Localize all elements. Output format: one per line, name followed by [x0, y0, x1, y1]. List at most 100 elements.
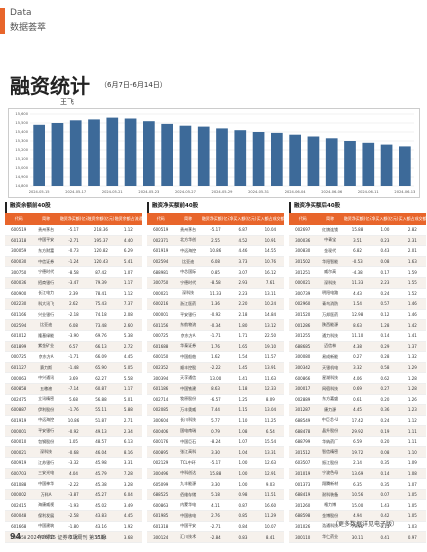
cell: 51.87 [95, 417, 107, 423]
cell: 12.33 [264, 386, 277, 392]
cell: 浩通科技 [322, 523, 339, 529]
cell: 1.08 [407, 470, 417, 476]
cell: 62.27 [95, 375, 107, 381]
bar [124, 118, 137, 186]
cell: 601919 [11, 417, 27, 423]
cell: 002085 [153, 407, 169, 413]
cell: 9.03 [265, 481, 275, 487]
table-row: 002594 比亚迪 6.08 3.73 10.76 [147, 256, 284, 268]
y-tick-label: 15,000 [15, 166, 28, 170]
section-name: 数据荟萃 [10, 23, 47, 33]
cell: -1.24 [68, 259, 79, 265]
cell: 长川科技 [180, 417, 197, 423]
cell: -5.17 [210, 227, 221, 233]
table-row: 688598 金博股份 4.94 0.42 1.05 [289, 511, 426, 522]
cell: 8.16 [123, 449, 133, 455]
cell: 12.98 [351, 312, 364, 318]
x-tick-label: 2024-06-04 [285, 190, 307, 194]
cell: 6.13 [123, 439, 133, 445]
cell: 75.43 [95, 301, 107, 307]
cell: 1.37 [407, 343, 417, 349]
cell: 601899 [11, 343, 27, 349]
cell: 1.26 [407, 396, 417, 402]
table-row: 002371 北方华创 2.55 4.52 10.91 [147, 235, 284, 247]
cell: 5.68 [69, 396, 78, 402]
cell: 2.62 [69, 301, 78, 307]
table-row: 000725 京东方A -1.71 1.71 22.50 [147, 331, 284, 342]
table-row: 600703 三安光电 4.04 45.79 7.28 [5, 468, 142, 480]
table-row: 301287 康力源 4.45 0.36 1.23 [289, 405, 426, 416]
cell: 兴业银行 [38, 311, 55, 317]
cell: 0.87 [238, 502, 248, 508]
cell: 7.28 [123, 470, 133, 476]
bar [143, 121, 155, 186]
article-title: 融资统计 [10, 74, 90, 98]
cell: 0.61 [353, 396, 362, 402]
cell: 3.73 [238, 259, 248, 265]
cell: 1.07 [407, 481, 417, 487]
cell: 2.76 [211, 513, 220, 519]
cell: 1.59 [407, 269, 417, 275]
cell: 0.14 [380, 333, 390, 339]
cell: 300394 [153, 375, 169, 381]
cell: 1.05 [407, 492, 417, 498]
table-row: 000725 京东方A -1.71 66.09 4.45 [5, 352, 142, 363]
table-row: 002415 海康威视 -1.93 45.02 3.49 [5, 500, 142, 512]
cell: 佰维存储 [180, 491, 197, 497]
cell: 0.79 [211, 428, 220, 434]
cell: 明阳电路 [322, 290, 339, 296]
cell: 001373 [295, 481, 311, 487]
table-row: 301260 格力博 15.00 1.43 1.05 [289, 500, 426, 512]
cell: 15.00 [351, 502, 364, 508]
cell: -0.92 [210, 312, 221, 318]
cell: -0.34 [210, 322, 221, 328]
cell: 天银机电 [322, 364, 339, 370]
cell: 2.01 [407, 248, 417, 254]
cell: 15.88 [351, 227, 364, 233]
cell: 1.00 [380, 227, 390, 233]
cell: 0.43 [380, 248, 390, 254]
cell: 保利发展 [38, 512, 55, 518]
cell: 深科技 [324, 279, 337, 285]
cell: 1.55 [407, 280, 417, 286]
cell: 1.63 [407, 259, 417, 265]
table-row: 002475 立讯精密 5.68 56.88 5.01 [5, 395, 142, 406]
table-row: 600858 五粮液 -7.14 60.87 1.17 [5, 383, 142, 395]
table-row: 688549 中巨芯-U 17.42 0.24 1.12 [289, 416, 426, 427]
cell: 2.60 [123, 322, 133, 328]
cell: 万邦医药 [322, 311, 339, 317]
cell: 002960 [295, 301, 311, 307]
cell: 0.17 [380, 269, 390, 275]
cell: 3.69 [69, 375, 78, 381]
table-row: 600895 张江高科 3.30 1.04 13.31 [147, 447, 284, 459]
cell: 601156 [153, 322, 169, 328]
cell: 300342 [295, 365, 311, 371]
cell: 601012 [11, 333, 27, 339]
cell: -3.87 [68, 492, 79, 498]
header-cell: 代码 [298, 216, 307, 221]
table-row: 301251 威尔高 -4.38 0.17 1.59 [289, 267, 426, 278]
cell: 东方通信 [38, 534, 55, 540]
table-row: 300604 长川科技 5.77 1.10 11.25 [147, 416, 284, 427]
cell: 688685 [295, 343, 311, 349]
cell: 长江电力 [38, 290, 55, 296]
cell: 1.52 [407, 290, 417, 296]
table-row: 600048 保利发展 -2.58 43.83 4.45 [5, 511, 142, 522]
cell: 600519 [153, 227, 169, 233]
cell: 0.12 [380, 312, 390, 318]
cell: 16.12 [264, 269, 277, 275]
section-tag: Data [10, 8, 32, 18]
table-row: 601919 中远海控 10.86 51.87 2.71 [5, 416, 142, 427]
cell: 6.29 [123, 248, 133, 254]
cell: 002475 [11, 396, 27, 402]
cell: 中科创达 [180, 470, 197, 476]
cell: 45.27 [95, 492, 107, 498]
bar [325, 138, 338, 186]
cell: 5.01 [123, 396, 133, 402]
table-row: 300017 网宿科技 0.69 0.27 1.28 [289, 383, 426, 395]
cell: 13.31 [264, 449, 277, 455]
table-row: 000001 平安银行 -0.92 2.18 14.84 [147, 310, 284, 321]
cell: 000021 [153, 290, 169, 296]
cell: 10.04 [264, 227, 277, 233]
cell: 中国巨石 [180, 438, 197, 444]
